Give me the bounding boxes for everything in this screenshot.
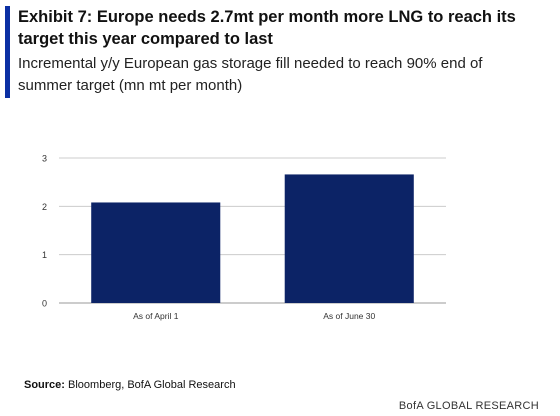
x-axis-labels: As of April 1 As of June 30	[133, 311, 375, 321]
source-text: Bloomberg, BofA Global Research	[64, 379, 236, 391]
chart-title: Exhibit 7: Europe needs 2.7mt per month …	[18, 8, 516, 48]
source-label: Source:	[24, 379, 65, 391]
bar	[284, 174, 414, 303]
y-tick-label: 3	[42, 154, 47, 164]
brand-label: BofA GLOBAL RESEARCH	[398, 400, 539, 412]
source-note: Source: Bloomberg, BofA Global Research	[24, 379, 236, 391]
y-axis-ticks: 0 1 2 3	[42, 154, 47, 309]
bar	[91, 202, 221, 303]
accent-bar	[5, 6, 10, 98]
bars	[91, 174, 414, 303]
bar-chart: 0 1 2 3 As of April 1 As of June 30	[42, 154, 446, 321]
y-tick-label: 0	[42, 299, 47, 309]
x-tick-label: As of April 1	[133, 311, 179, 321]
y-tick-label: 1	[42, 250, 47, 260]
y-tick-label: 2	[42, 202, 47, 212]
x-tick-label: As of June 30	[323, 311, 375, 321]
chart-subtitle: Incremental y/y European gas storage fil…	[18, 55, 483, 94]
